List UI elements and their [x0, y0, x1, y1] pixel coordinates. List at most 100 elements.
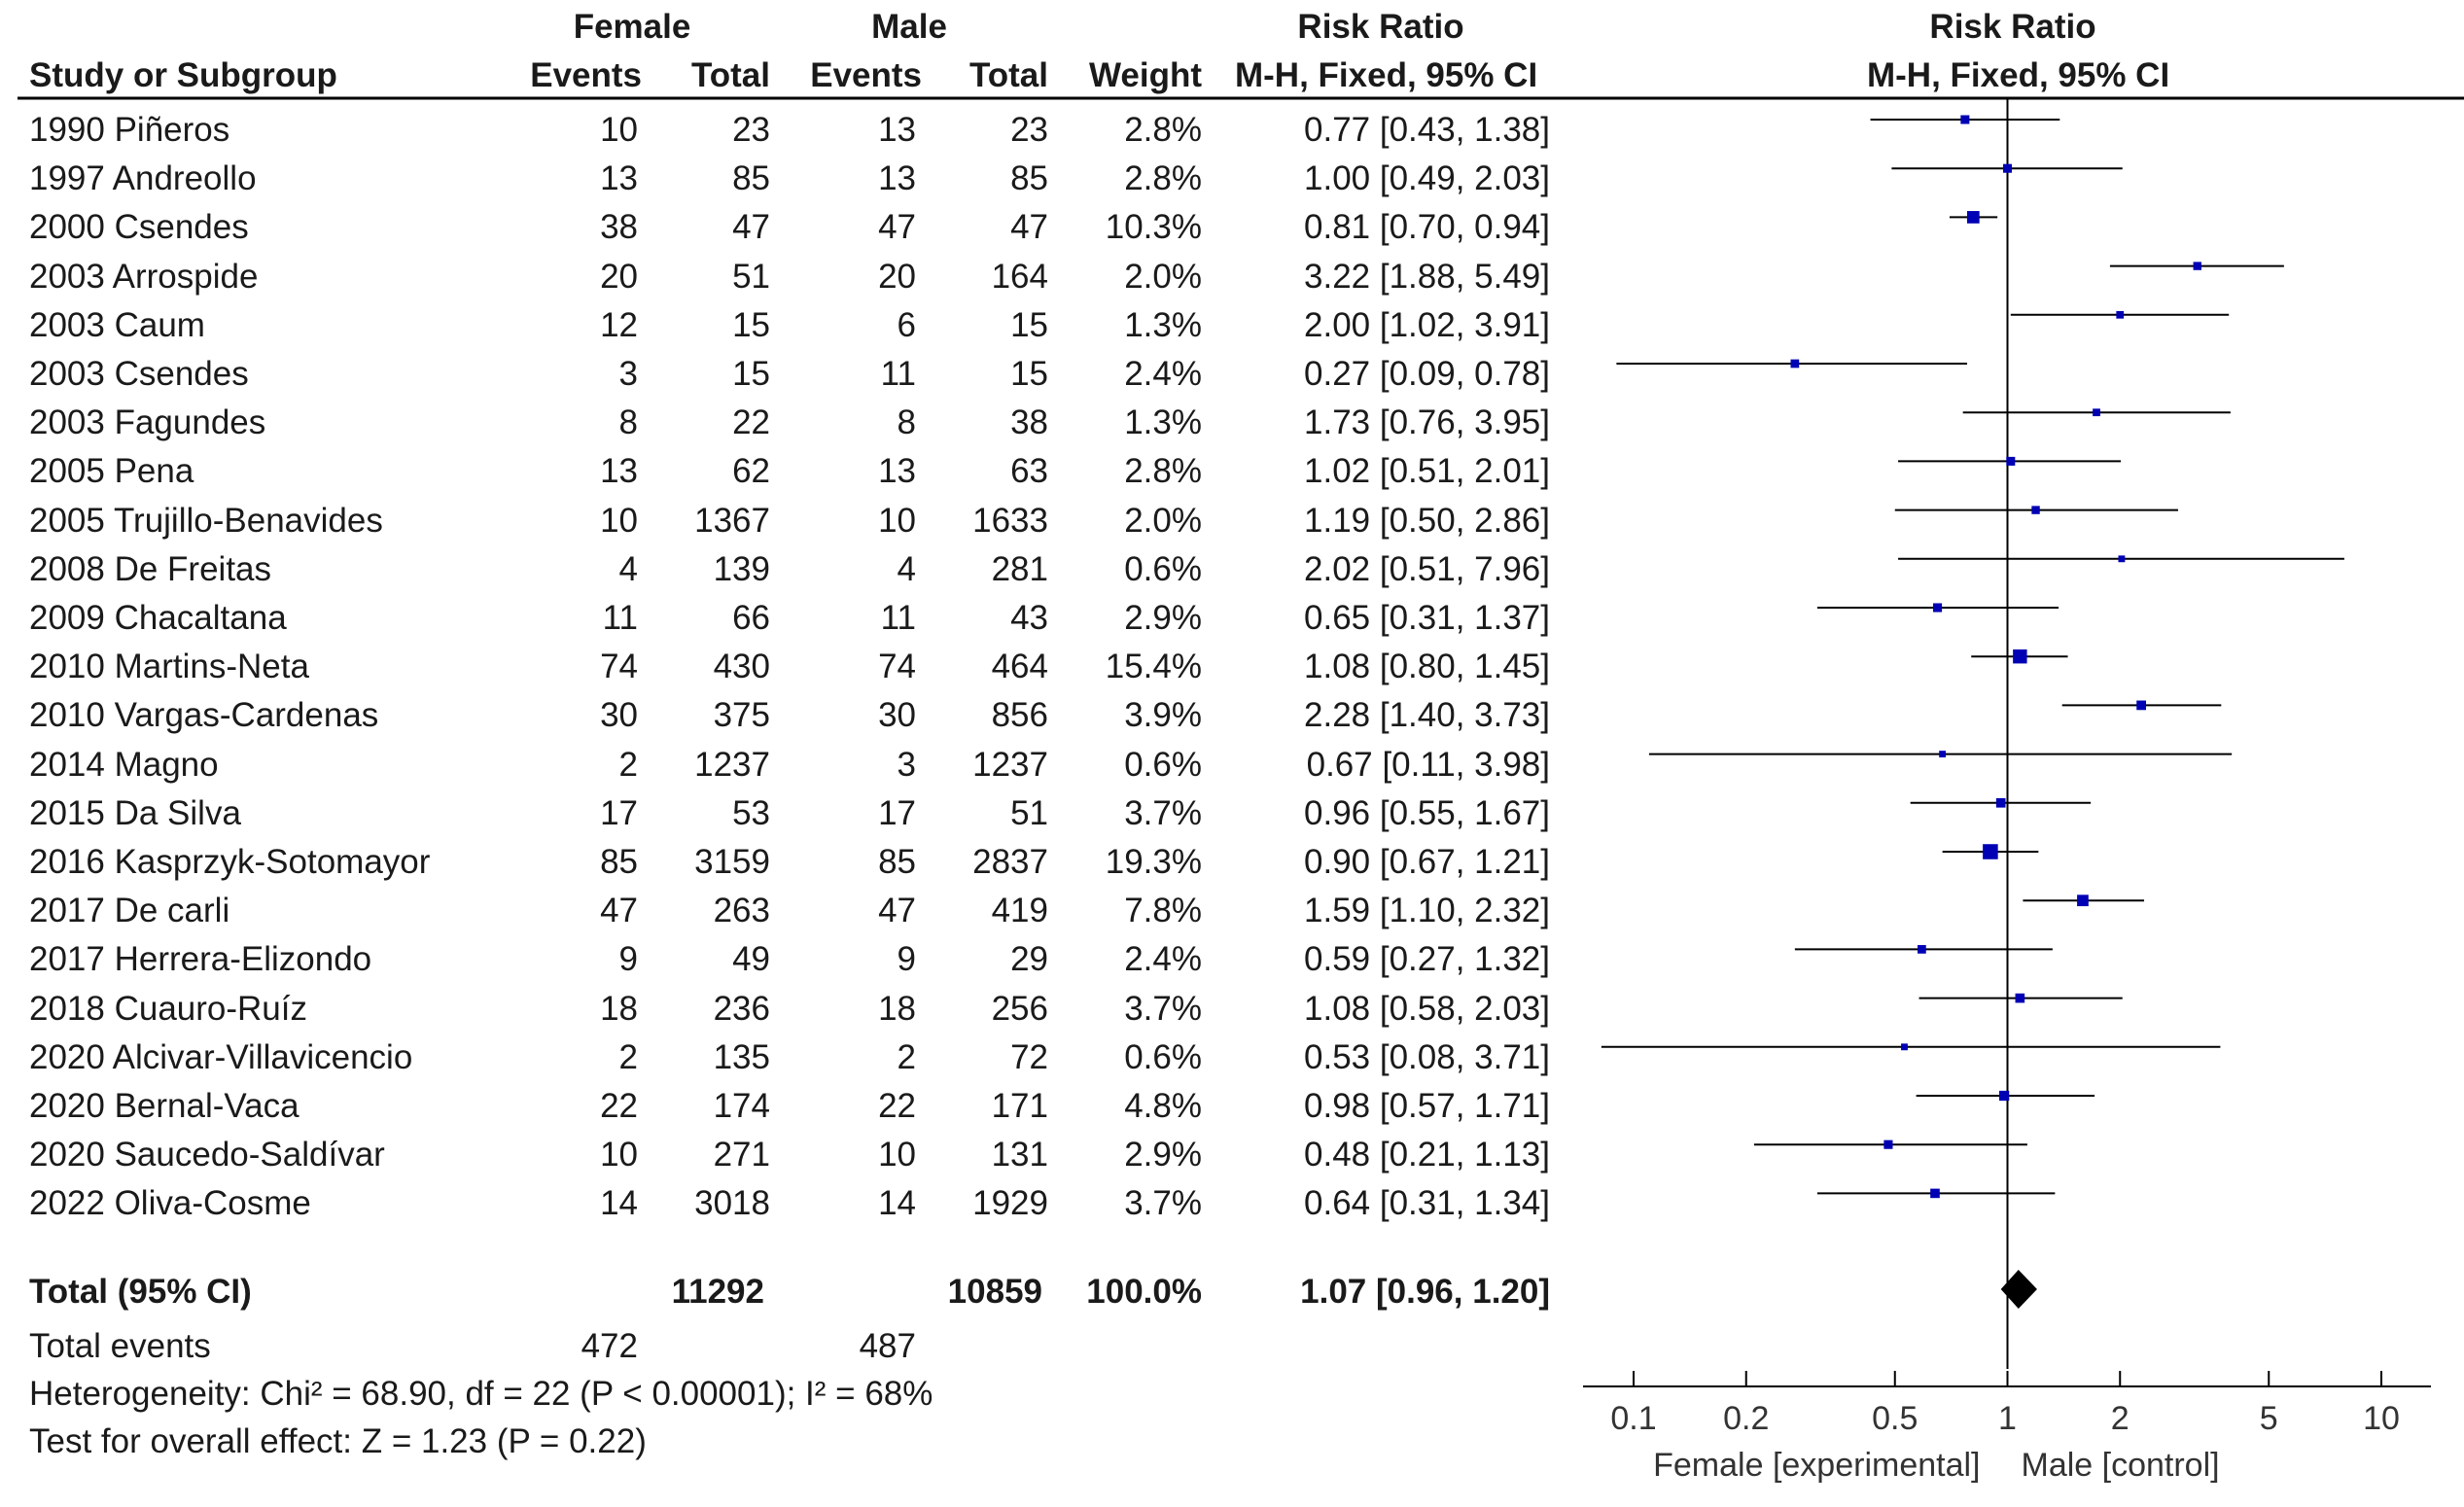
- male-events: 3: [897, 745, 916, 784]
- study-weight: 4.8%: [1124, 1087, 1202, 1125]
- female-total: 47: [732, 208, 770, 247]
- male-total: 47: [1010, 208, 1048, 247]
- study-ci: 1.19 [0.50, 2.86]: [1304, 501, 1550, 540]
- female-total: 53: [732, 793, 770, 832]
- study-name: 2009 Chacaltana: [29, 599, 287, 637]
- point-estimate-marker: [2015, 993, 2025, 1003]
- study-weight: 1.3%: [1124, 305, 1202, 344]
- study-weight: 3.7%: [1124, 989, 1202, 1028]
- study-name: 2010 Vargas-Cardenas: [29, 696, 379, 735]
- male-total: 1633: [972, 501, 1048, 540]
- study-ci: 0.98 [0.57, 1.71]: [1304, 1087, 1550, 1125]
- study-name: 2020 Saucedo-Saldívar: [29, 1136, 385, 1174]
- female-total: 271: [713, 1136, 770, 1174]
- study-weight: 3.7%: [1124, 1184, 1202, 1223]
- female-total: 3018: [694, 1184, 770, 1223]
- male-events: 2: [897, 1037, 916, 1076]
- x-tick-label: 1: [1998, 1400, 2017, 1437]
- female-events: 38: [600, 208, 638, 247]
- female-total: 51: [732, 257, 770, 296]
- study-weight: 1.3%: [1124, 403, 1202, 442]
- col-header-events-male: Events: [810, 56, 922, 94]
- study-name: 2020 Bernal-Vaca: [29, 1087, 299, 1125]
- male-events: 74: [878, 648, 916, 686]
- female-events: 10: [600, 111, 638, 149]
- study-name: 2022 Oliva-Cosme: [29, 1184, 311, 1223]
- male-total: 51: [1010, 793, 1048, 832]
- point-estimate-marker: [2118, 555, 2126, 563]
- study-name: 2003 Arrospide: [29, 257, 259, 296]
- female-total: 23: [732, 111, 770, 149]
- female-events: 10: [600, 1136, 638, 1174]
- female-total: 22: [732, 403, 770, 442]
- study-weight: 2.4%: [1124, 940, 1202, 979]
- female-events: 10: [600, 501, 638, 540]
- female-total: 236: [713, 989, 770, 1028]
- point-estimate-marker: [1995, 797, 2006, 808]
- male-total: 131: [991, 1136, 1048, 1174]
- study-name: 2017 De carli: [29, 892, 230, 930]
- female-events: 8: [618, 403, 638, 442]
- study-name: 2000 Csendes: [29, 208, 249, 247]
- male-events: 6: [897, 305, 916, 344]
- summary-diamond: [2000, 1270, 2037, 1309]
- study-weight: 7.8%: [1124, 892, 1202, 930]
- female-events: 2: [618, 745, 638, 784]
- point-estimate-marker: [1998, 1090, 2010, 1102]
- study-ci: 0.67 [0.11, 3.98]: [1306, 745, 1550, 784]
- point-estimate-marker: [2002, 163, 2013, 173]
- study-ci: 1.00 [0.49, 2.03]: [1304, 159, 1550, 198]
- female-total: 430: [713, 648, 770, 686]
- male-events: 47: [878, 208, 916, 247]
- study-ci: 2.28 [1.40, 3.73]: [1304, 696, 1550, 735]
- female-events: 30: [600, 696, 638, 735]
- point-estimate-marker: [2031, 506, 2040, 514]
- male-events: 10: [878, 501, 916, 540]
- x-tick-label: 2: [2111, 1400, 2130, 1437]
- female-total: 135: [713, 1037, 770, 1076]
- female-events: 2: [618, 1037, 638, 1076]
- study-weight: 2.9%: [1124, 599, 1202, 637]
- study-ci: 2.02 [0.51, 7.96]: [1304, 549, 1550, 588]
- female-events: 20: [600, 257, 638, 296]
- female-total: 49: [732, 940, 770, 979]
- male-total: 256: [991, 989, 1048, 1028]
- female-total: 15: [732, 355, 770, 393]
- study-name: 2010 Martins-Neta: [29, 648, 309, 686]
- study-ci: 1.02 [0.51, 2.01]: [1304, 452, 1550, 491]
- point-estimate-marker: [1966, 211, 1980, 224]
- female-events: 74: [600, 648, 638, 686]
- male-total: 856: [991, 696, 1048, 735]
- male-events: 30: [878, 696, 916, 735]
- plot-method-header: M-H, Fixed, 95% CI: [1867, 56, 2170, 94]
- study-name: 2005 Trujillo-Benavides: [29, 501, 383, 540]
- female-total: 62: [732, 452, 770, 491]
- point-estimate-marker: [1939, 751, 1947, 758]
- female-events: 47: [600, 892, 638, 930]
- total-ci: 1.07 [0.96, 1.20]: [1300, 1273, 1550, 1311]
- point-estimate-marker: [1901, 1043, 1908, 1051]
- x-axis-right-label: Male [control]: [2022, 1447, 2220, 1484]
- study-name: 2003 Fagundes: [29, 403, 266, 442]
- male-total: 63: [1010, 452, 1048, 491]
- study-name: 2014 Magno: [29, 745, 219, 784]
- study-weight: 19.3%: [1105, 843, 1202, 881]
- study-name: 2003 Caum: [29, 305, 205, 344]
- col-header-ci: M-H, Fixed, 95% CI: [1235, 56, 1538, 94]
- male-events: 85: [878, 843, 916, 881]
- study-weight: 0.6%: [1124, 549, 1202, 588]
- female-events: 12: [600, 305, 638, 344]
- total-events-label: Total events: [29, 1327, 211, 1365]
- male-events: 9: [897, 940, 916, 979]
- total-label: Total (95% CI): [29, 1273, 252, 1311]
- male-events: 18: [878, 989, 916, 1028]
- point-estimate-marker: [1933, 603, 1943, 613]
- female-events: 3: [618, 355, 638, 393]
- female-events: 85: [600, 843, 638, 881]
- female-events: 17: [600, 793, 638, 832]
- total-events-male: 487: [859, 1327, 916, 1365]
- study-ci: 1.59 [1.10, 2.32]: [1304, 892, 1550, 930]
- study-name: 1990 Piñeros: [29, 111, 230, 149]
- col-header-study: Study or Subgroup: [29, 56, 337, 94]
